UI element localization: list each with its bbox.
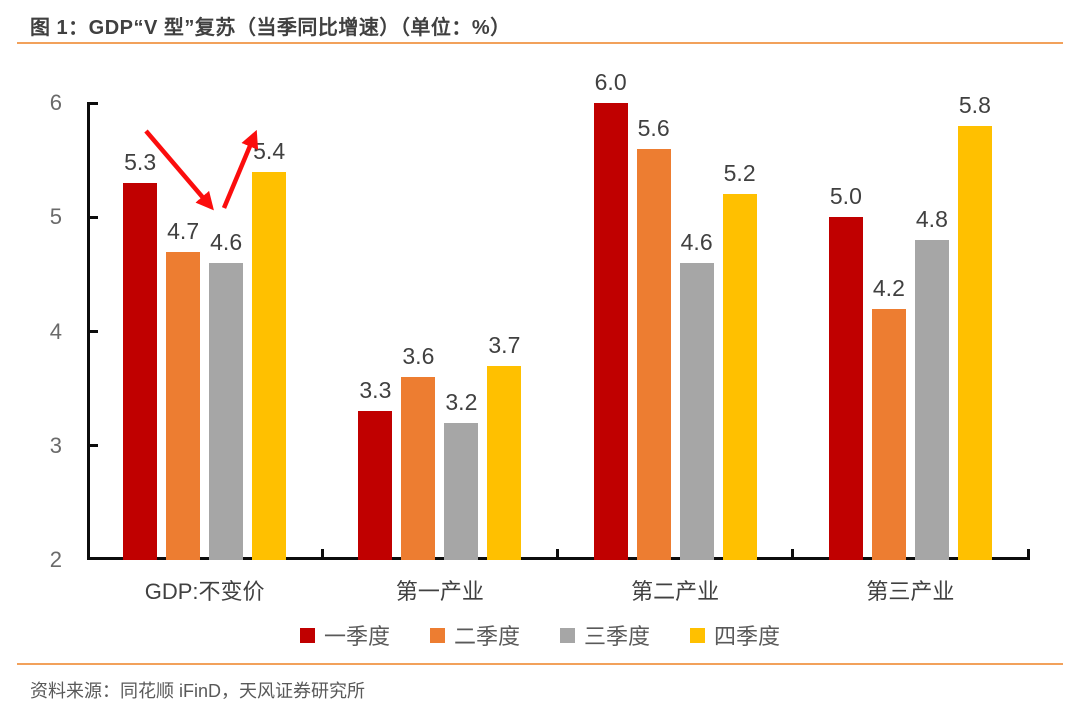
- bar-value-label: 4.6: [680, 228, 713, 255]
- y-tick-label: 5: [49, 204, 62, 230]
- legend-label: 四季度: [714, 624, 781, 649]
- y-tick-mark: [87, 444, 98, 448]
- bar-value-label: 3.7: [488, 331, 521, 358]
- bar-一季度[interactable]: [358, 411, 393, 560]
- x-tick-mark: [1026, 549, 1030, 560]
- bar-一季度[interactable]: [828, 217, 863, 560]
- x-tick-mark: [320, 549, 324, 560]
- chart-legend: 一季度 二季度 三季度 四季度: [0, 619, 1080, 651]
- bar-value-label: 4.6: [210, 228, 243, 255]
- bar-二季度[interactable]: [401, 377, 436, 560]
- bar-value-label: 5.4: [253, 137, 286, 164]
- bar-三季度[interactable]: [914, 240, 949, 560]
- bar-group-第三产业: 5.0 4.2 4.8 5.8: [793, 92, 1028, 560]
- bar-一季度[interactable]: [123, 182, 158, 560]
- bar-value-label: 3.3: [359, 377, 392, 404]
- legend-item-二季度: 二季度: [429, 619, 520, 651]
- legend-item-三季度: 三季度: [560, 619, 650, 651]
- bar-group-第一产业: 3.3 3.6 3.2 3.7: [322, 103, 557, 560]
- y-tick-label: 6: [49, 90, 62, 115]
- bar-value-label: 4.2: [872, 274, 905, 301]
- bar-value-label: 5.8: [958, 91, 991, 118]
- bar-二季度[interactable]: [636, 148, 671, 560]
- category-label-第三产业: 第三产业: [866, 579, 955, 604]
- legend-swatch-icon: [560, 627, 575, 643]
- bar-wrap: 4.6: [679, 229, 714, 560]
- bar-二季度[interactable]: [166, 251, 201, 560]
- bar-wrap: 5.4: [252, 138, 287, 560]
- bar-二季度[interactable]: [871, 308, 906, 560]
- legend-item-一季度: 一季度: [299, 619, 390, 651]
- bar-wrap: 3.7: [487, 332, 522, 560]
- bar-wrap: 4.7: [166, 218, 201, 560]
- bar-wrap: 5.0: [828, 183, 863, 560]
- x-tick-mark: [791, 549, 795, 560]
- y-tick-label: 3: [49, 432, 62, 458]
- bar-四季度[interactable]: [722, 194, 757, 560]
- source-note: 资料来源：同花顺 iFinD，天风证券研究所: [30, 681, 366, 701]
- bar-三季度[interactable]: [444, 422, 479, 560]
- bar-四季度[interactable]: [957, 125, 992, 560]
- bar-wrap: 3.6: [401, 343, 436, 560]
- bar-wrap: 4.2: [871, 275, 906, 560]
- y-tick-label: 4: [49, 318, 62, 344]
- legend-label: 一季度: [323, 624, 390, 649]
- bar-三季度[interactable]: [679, 262, 714, 560]
- bar-wrap: 5.8: [957, 92, 992, 560]
- y-tick-mark: [87, 215, 98, 219]
- legend-swatch-icon: [690, 627, 706, 643]
- page-title: 图 1：GDP“V 型”复苏（当季同比增速）（单位：%）: [30, 17, 511, 39]
- y-tick-mark: [87, 330, 98, 333]
- bar-value-label: 5.3: [124, 148, 157, 175]
- bar-group-GDP:不变价: 5.3 4.7 4.6 5.4: [87, 103, 322, 560]
- bar-value-label: 5.6: [637, 114, 670, 141]
- bar-value-label: 4.8: [915, 206, 948, 233]
- bar-四季度[interactable]: [252, 171, 287, 560]
- legend-item-四季度: 四季度: [690, 619, 780, 651]
- bar-value-label: 6.0: [594, 69, 627, 95]
- bar-value-label: 3.2: [445, 388, 478, 415]
- category-label-第二产业: 第二产业: [631, 579, 720, 604]
- bar-wrap: 5.2: [722, 160, 757, 560]
- bar-wrap: 5.6: [636, 115, 671, 560]
- y-tick-mark: [87, 101, 98, 105]
- y-tick-label: 2: [49, 547, 62, 572]
- legend-swatch-icon: [429, 627, 445, 643]
- bar-value-label: 5.2: [723, 160, 756, 187]
- bar-四季度[interactable]: [487, 365, 522, 560]
- bar-wrap: 6.0: [593, 69, 628, 560]
- x-tick-mark: [556, 549, 559, 560]
- legend-label: 二季度: [453, 624, 520, 649]
- category-label-GDP:不变价: GDP:不变价: [144, 579, 265, 604]
- bar-wrap: 5.3: [123, 149, 158, 560]
- bar-三季度[interactable]: [209, 262, 244, 560]
- legend-swatch-icon: [299, 627, 315, 643]
- bar-一季度[interactable]: [593, 103, 628, 560]
- bar-wrap: 4.8: [914, 206, 949, 560]
- category-label-第一产业: 第一产业: [395, 579, 484, 604]
- bar-value-label: 4.7: [167, 217, 200, 244]
- bar-value-label: 5.0: [829, 183, 862, 210]
- bar-wrap: 3.3: [358, 377, 393, 560]
- bar-group-第二产业: 6.0 5.6 4.6 5.2: [558, 69, 793, 560]
- footer-divider: [17, 663, 1063, 665]
- bar-wrap: 4.6: [209, 229, 244, 560]
- bar-value-label: 3.6: [402, 343, 435, 370]
- legend-label: 三季度: [584, 624, 651, 649]
- bar-wrap: 3.2: [444, 389, 479, 560]
- title-divider: [17, 42, 1063, 44]
